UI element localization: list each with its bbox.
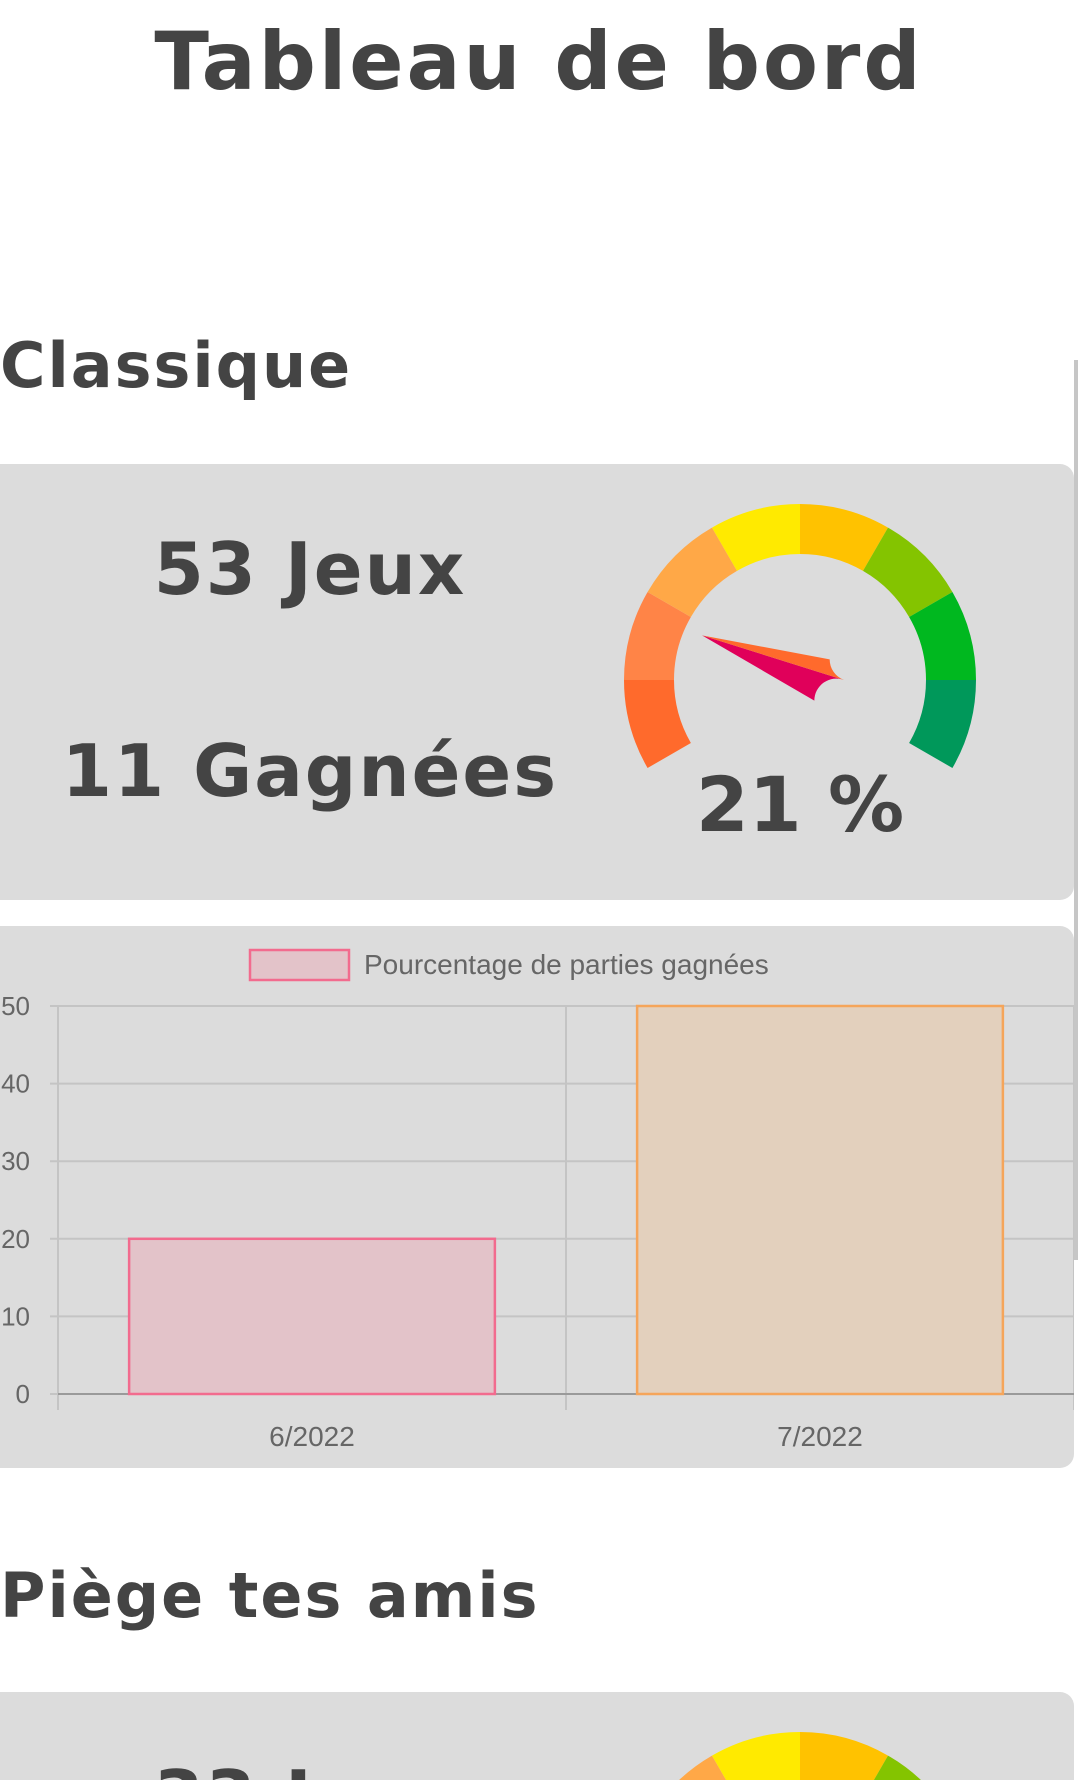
win-rate-bar-chart: 0 10 20 30 40 50 6/2022 7/2022 Pourcentage de pa… xyxy=(1,948,1074,1452)
gauge-segment-4 xyxy=(712,1732,800,1780)
win-rate-percent: 21 % xyxy=(695,760,905,849)
stats-card-classique: 53 Jeux 11 Gagnées 21 % xyxy=(0,464,1074,900)
section-title-piege-tes-amis: Piège tes amis xyxy=(0,1559,540,1632)
legend-swatch xyxy=(248,948,351,982)
win-rate-chart-card: 0 10 20 30 40 50 6/2022 7/2022 Pourcentage de pa… xyxy=(0,926,1074,1468)
page-scrollbar[interactable] xyxy=(1074,360,1078,1260)
y-tick-label: 20 xyxy=(1,1224,30,1254)
gauge-needle-base xyxy=(702,635,844,680)
games-count-piege: 33 Jeux xyxy=(0,1752,620,1780)
gauge-segment-5 xyxy=(800,1732,888,1780)
gauge-segment-2 xyxy=(624,592,691,680)
gauge-needle-tip xyxy=(702,635,844,701)
gauge-segment-6 xyxy=(863,527,953,617)
gauge-segment-3 xyxy=(679,1755,727,1780)
gauge-segment-6 xyxy=(873,1755,921,1780)
games-count: 53 Jeux xyxy=(153,527,467,611)
x-tick-label: 6/2022 xyxy=(269,1421,355,1452)
chart-legend[interactable]: Pourcentage de parties gagnées xyxy=(248,948,769,982)
gauge-segment-8 xyxy=(909,680,976,768)
stats-card-piege-tes-amis: 33 Jeux xyxy=(0,1692,1074,1780)
y-tick-label: 30 xyxy=(1,1146,30,1176)
gauge-segment-5 xyxy=(800,504,888,571)
win-rate-gauge xyxy=(624,504,976,768)
wins-count: 11 Gagnées xyxy=(61,729,559,813)
gauge-segment-4 xyxy=(712,504,800,571)
y-tick-label: 50 xyxy=(1,991,30,1021)
gauge-segment-3 xyxy=(647,527,737,617)
page-title: Tableau de bord xyxy=(154,15,924,108)
y-tick-label: 0 xyxy=(16,1379,30,1409)
section-title-classique: Classique xyxy=(0,329,353,402)
bar-6-2022[interactable] xyxy=(127,1237,497,1396)
x-tick-label: 7/2022 xyxy=(777,1421,863,1452)
bar-7-2022[interactable] xyxy=(635,1004,1005,1396)
y-tick-label: 10 xyxy=(1,1301,30,1331)
win-rate-gauge-piege xyxy=(679,1732,921,1780)
y-tick-label: 40 xyxy=(1,1069,30,1099)
legend-label: Pourcentage de parties gagnées xyxy=(364,949,769,980)
gauge-segment-7 xyxy=(909,592,976,680)
gauge-segment-1 xyxy=(624,680,691,768)
